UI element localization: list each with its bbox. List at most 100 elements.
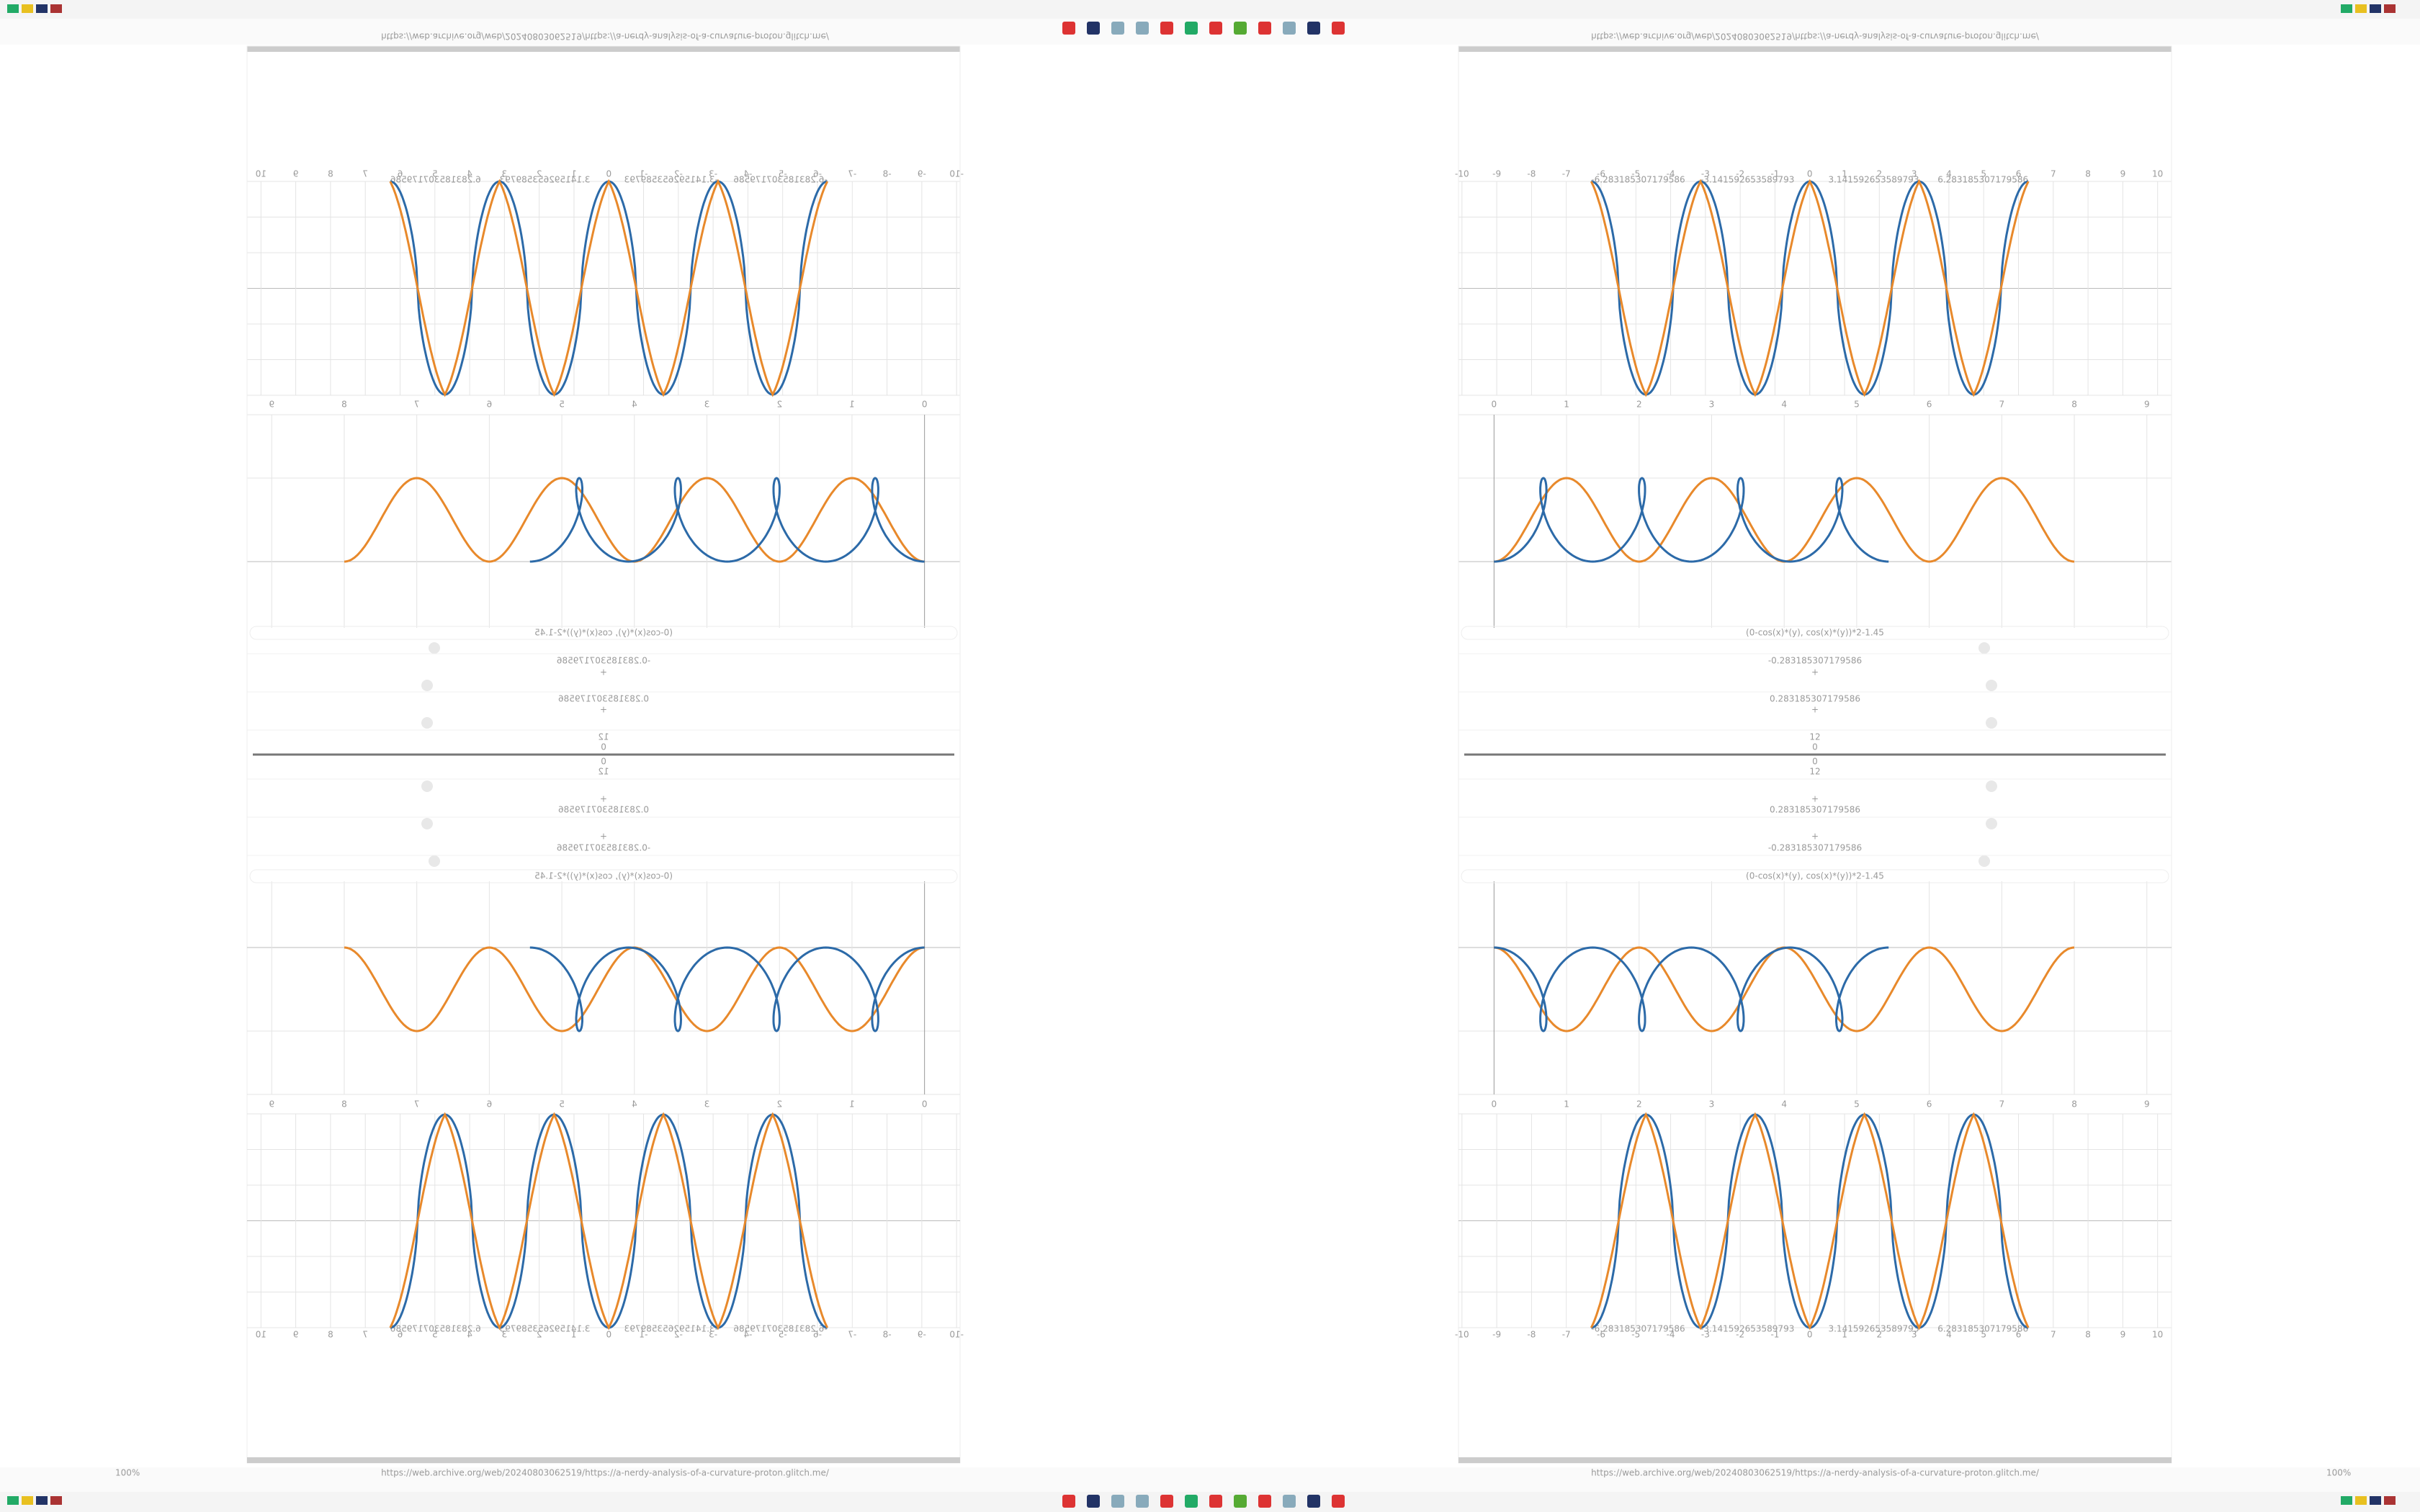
slider-handle (421, 780, 433, 792)
slider-value: 0.283185307179586 (1770, 694, 1860, 704)
tray-icon (50, 1496, 62, 1505)
x-tick-label: -5 (779, 1330, 787, 1340)
toolbar-icon (1258, 22, 1271, 35)
slider-value: -0.283185307179586 (1768, 843, 1862, 853)
step-sign: + (600, 832, 607, 842)
x-tick-label: 5 (432, 1330, 438, 1340)
x-tick-label: 5 (1854, 1099, 1860, 1110)
x-tick-label: 4 (632, 400, 637, 410)
x-tick-label: 0 (606, 169, 611, 179)
value-label: -6.283185307179586 (733, 175, 827, 185)
formula-box (1461, 626, 2169, 640)
zoom: 100% (2326, 1468, 2351, 1478)
toolbar-icon (1062, 22, 1075, 35)
x-tick-label: -9 (1492, 169, 1501, 179)
formula-box (249, 869, 958, 883)
scrollbar (1458, 1457, 2172, 1463)
toolbar-icon (1283, 1495, 1296, 1508)
toolbar-icon (1062, 1495, 1075, 1508)
url: https://web.archive.org/web/202408030625… (1591, 32, 2040, 42)
x-tick-label: 9 (269, 400, 274, 410)
step-sign: + (600, 667, 607, 678)
panel-right: -10 -9 -8 -7 -6 -5 -4 -3 -2 -1 0 1 2 3 4 5 6 7 8 9 10-6.2831… (1455, 45, 2172, 1464)
x-tick-label: 10 (256, 169, 266, 179)
value-label: 3.141592653589793 (500, 175, 591, 185)
slider-handle (1986, 680, 1997, 691)
x-tick-label: 1 (1564, 400, 1569, 410)
x-tick-label: 5 (1981, 169, 1986, 179)
tray-icon (7, 4, 19, 13)
x-tick-label: 8 (2071, 1099, 2077, 1110)
x-tick-label: 6 (2016, 1330, 2022, 1340)
toolbar-icon (1332, 22, 1345, 35)
slider-handle (1986, 717, 1997, 729)
x-tick-label: 3 (502, 169, 508, 179)
slider-value: 12 (1809, 767, 1820, 777)
tray-icon (2341, 4, 2352, 13)
x-tick-label: 6 (2016, 169, 2022, 179)
toolbar-icon (1234, 1495, 1247, 1508)
url: https://web.archive.org/web/202408030625… (1591, 1468, 2040, 1478)
x-tick-label: 5 (1981, 1330, 1986, 1340)
x-tick-label: -10 (949, 169, 964, 179)
x-tick-label: 6 (1927, 1099, 1932, 1110)
x-tick-label: 2 (1877, 169, 1883, 179)
x-tick-label: 8 (341, 400, 347, 410)
x-tick-label: -5 (779, 169, 787, 179)
url: https://web.archive.org/web/202408030625… (381, 1468, 830, 1478)
x-tick-label: 0 (1492, 1099, 1497, 1110)
step-sign: + (1811, 705, 1819, 715)
x-tick-label: -3 (709, 169, 717, 179)
x-tick-label: -10 (1455, 169, 1469, 179)
x-tick-label: -2 (1736, 169, 1744, 179)
value-label: -6.283185307179586 (1591, 1324, 1685, 1334)
toolbar-icon (1160, 22, 1173, 35)
x-tick-label: 1 (1842, 169, 1847, 179)
x-tick-label: 0 (922, 400, 928, 410)
scrollbar (247, 1457, 960, 1463)
value-label: 6.283185307179586 (1937, 175, 2028, 185)
x-tick-label: 7 (362, 1330, 368, 1340)
x-tick-label: -1 (1770, 169, 1779, 179)
x-tick-label: 9 (2120, 169, 2126, 179)
x-tick-label: 9 (293, 1330, 299, 1340)
x-tick-label: 10 (2152, 169, 2163, 179)
x-tick-label: -3 (709, 1330, 717, 1340)
panel-left: -10-9-8-7-6-5-4-3-2-1012345678910-6.2831… (246, 45, 964, 1464)
x-tick-label: 7 (2051, 1330, 2056, 1340)
x-tick-label: -9 (918, 169, 926, 179)
x-tick-label: -2 (1736, 1330, 1744, 1340)
formula: (0-cos(x)*(y), cos(x)*(y))*2-1.45 (534, 871, 673, 881)
x-tick-label: -5 (1631, 169, 1640, 179)
x-tick-label: -4 (1667, 169, 1675, 179)
x-tick-label: 5 (559, 400, 565, 410)
x-tick-label: 9 (2144, 1099, 2150, 1110)
x-tick-label: 0 (606, 1330, 611, 1340)
slider-handle (429, 855, 440, 867)
value-label: -6.283185307179586 (1591, 175, 1685, 185)
slider-handle (421, 680, 433, 691)
formula: (0-cos(x)*(y), cos(x)*(y))*2-1.45 (534, 628, 673, 638)
toolbar-icon (1332, 1495, 1345, 1508)
x-tick-label: -3 (1701, 1330, 1710, 1340)
x-tick-label: 7 (362, 169, 368, 179)
x-tick-label: 6 (487, 400, 493, 410)
x-tick-label: -4 (1667, 1330, 1675, 1340)
tray-icon (2370, 4, 2381, 13)
slider-handle (1986, 818, 1997, 829)
curve-orange (1590, 179, 2030, 397)
x-tick-label: 0 (1492, 400, 1497, 410)
x-tick-label: 2 (1877, 1330, 1883, 1340)
tray-icon (50, 4, 62, 13)
toolbar-icon (1185, 1495, 1198, 1508)
x-tick-label: -8 (883, 169, 892, 179)
x-tick-label: -6 (1597, 1330, 1605, 1340)
value-label: 6.283185307179586 (390, 175, 481, 185)
x-tick-label: -6 (813, 1330, 822, 1340)
value-label: 6.283185307179586 (1937, 1324, 2028, 1334)
curve-orange (389, 179, 829, 397)
step-sign: + (1811, 794, 1819, 804)
step-sign: + (1811, 832, 1819, 842)
x-tick-label: -4 (743, 1330, 752, 1340)
x-tick-label: -2 (674, 169, 683, 179)
